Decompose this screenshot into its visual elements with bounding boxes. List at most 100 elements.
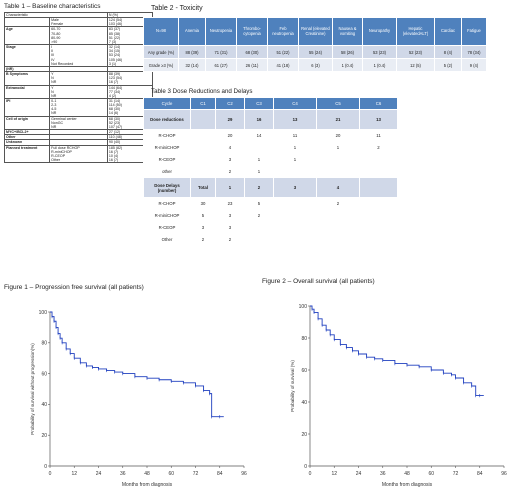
x-tick-label: 36 [380,471,386,477]
dose-cell [359,165,398,178]
dose-cell [190,165,216,178]
dose-cell [273,233,317,246]
dose-cell: 14 [244,129,274,142]
dose-cell: 3 [215,153,245,166]
table1-row: Unknown 90 (40) [3,139,154,146]
toxicity-cell: 51 (22) [267,45,299,59]
characteristic-label [3,89,51,94]
y-tick-label: 40 [41,402,47,408]
characteristic-label [3,31,51,36]
dose-cell [244,141,274,154]
dose-cell: 1 [273,141,317,154]
dose-cell: 5 [244,197,274,210]
dose-cell: 2 [316,197,360,210]
dose-cell [316,165,360,178]
count-percent: 77 (34) [106,89,154,94]
dose-cell [316,209,360,222]
characteristic-label: Stage [3,44,51,50]
toxicity-cell: 5 (2) [434,58,462,72]
toxicity-cell: 8 (4) [434,45,462,59]
y-tick-label: 100 [299,304,308,310]
toxicity-cell: 26 (11) [236,58,268,72]
characteristic-label: MYC+/BCL2+ [3,129,51,135]
characteristic-label: Extranodal [3,84,51,90]
table1-row: IPI 0-1 31 (14) [3,98,154,104]
table1-header-row: Characteristic N (%) [4,11,154,19]
dose-cell: 11 [273,129,317,142]
characteristic-label [3,76,51,81]
header-n: N (%) [106,11,154,19]
dose-cell: 2 [244,177,274,198]
x-tick-label: 60 [168,471,174,477]
toxicity-header: Cardiac [434,17,462,46]
table1-row: N 77 (34) [3,89,154,94]
characteristic-label [3,17,51,23]
characteristic-label: (NR) [3,65,51,72]
dose-row: Other 2 2 [143,233,398,246]
table1-row: N 123 (54) [3,76,154,81]
dose-cell: 21 [316,109,360,130]
table1-title: Table 1 – Baseline characteristics [4,3,101,10]
y-tick-label: 0 [304,464,307,470]
dose-cell [190,129,216,142]
x-axis-label: Months from diagnosis [382,482,433,488]
x-tick-label: 24 [96,471,102,477]
dose-row: R-CEOP 3 1 1 [143,153,398,166]
characteristic-label [3,158,51,164]
dose-cell: 20 [215,129,245,142]
cycle-header: C5 [316,97,360,110]
toxicity-table: N=98 Anemia Neutropenia Thrombo-cytopenia Fe… [143,17,487,72]
toxicity-row: Any grade (%) 88 (39) 71 (31) 68 (30) 51 (22… [143,45,487,59]
dose-row-label: R-miniCHOP [143,141,191,154]
toxicity-cell: 78 (34) [461,45,487,59]
characteristic-label [3,61,51,67]
dose-cell: 29 [215,109,245,130]
toxicity-cell: 61 (27) [205,58,237,72]
table1-row: Male 124 (54) [3,17,154,23]
dose-cell: 5 [190,209,216,222]
baseline-characteristics-table: Characteristic N (%) Male 124 (54) Female 103… [3,11,154,164]
dose-cell [273,209,317,222]
dose-cell: 2 [190,233,216,246]
cycle-header: C2 [215,97,245,110]
toxicity-cell: 6 (3) [298,58,333,72]
table1-row: Cell of origin Germinal center 68 (30) [3,115,154,121]
table1-row: R-CEOP 10 (4) [3,153,154,158]
dose-cell: 16 [244,109,274,130]
dose-cell [190,153,216,166]
characteristic-label: IPI [3,98,51,104]
toxicity-header: Feb neutropenia [267,17,299,46]
characteristic-label: Other [3,134,51,140]
x-tick-label: 12 [331,471,337,477]
x-tick-label: 84 [477,471,483,477]
toxicity-cell: 55 (24) [298,45,333,59]
table3-title: Table 3 Dose Reductions and Delays [151,88,253,95]
toxicity-header: Thrombo-cytopenia [236,17,268,46]
x-tick-label: 36 [120,471,126,477]
characteristic-label: Age [3,26,51,32]
y-tick-label: 20 [301,432,307,438]
toxicity-row: Grade ≥3 (%) 32 (14) 61 (27) 26 (11) 41 (18)… [143,58,487,72]
dose-cell: 2 [359,141,398,154]
y-tick-label: 60 [301,368,307,374]
os-chart: 0 12 24 36 48 60 72 84 96 0 20 40 60 80 100 Months from… [290,304,507,488]
x-tick-label: 96 [501,471,507,477]
toxicity-cell: 9 (4) [461,58,487,72]
x-tick-label: 72 [193,471,199,477]
dose-row-label: R-CEOP [143,221,191,234]
toxicity-cell: 1 (0.4) [362,58,397,72]
count-percent: 123 (54) [106,76,154,81]
toxicity-header: Nausea & vomiting [332,17,363,46]
dose-cell: 1 [244,165,274,178]
x-tick-label: 24 [356,471,362,477]
toxicity-header: N=98 [143,17,179,46]
toxicity-cell: 32 (14) [178,58,206,72]
dose-cell: 1 [316,141,360,154]
cycle-header: C1 [190,97,216,110]
x-tick-label: 96 [241,471,247,477]
toxicity-header: Fatigue [461,17,487,46]
toxicity-cell: 58 (26) [332,45,363,59]
table1-row: NR 16 (7) [3,80,154,85]
dose-cell [359,209,398,222]
table1-row: B Symptoms Y 88 (39) [3,71,154,77]
